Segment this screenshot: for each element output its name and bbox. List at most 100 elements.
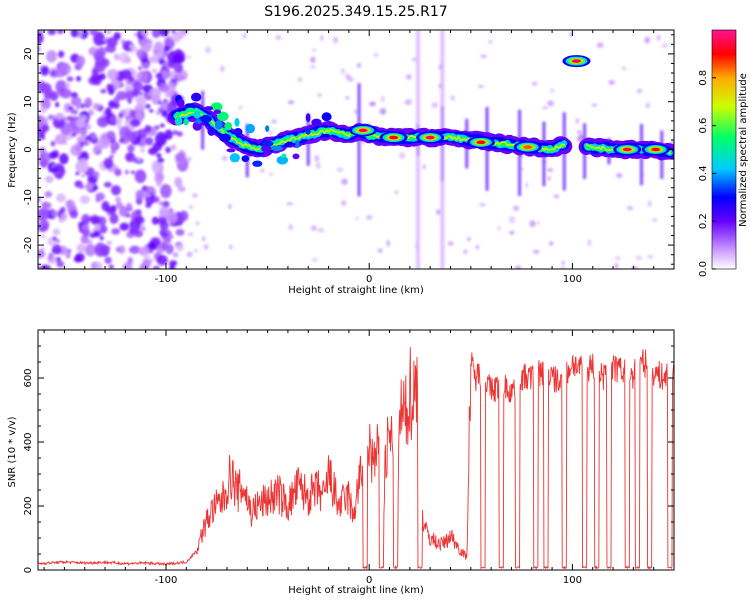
spectrogram-ridge-blob [210, 102, 223, 112]
spectrogram-ridge-blob [214, 119, 223, 130]
spectrogram-faint-blob [185, 55, 192, 59]
spectrogram-faint-blob [186, 251, 193, 258]
spectrogram-noise-blob [145, 137, 154, 146]
spectrogram-noise-blob [165, 39, 175, 47]
spectrogram-faint-blob [536, 221, 541, 225]
spectrogram-noise-blob [156, 174, 163, 179]
spectrogram-faint-blob [195, 221, 200, 225]
spectrogram-noise-blob [156, 153, 162, 158]
spectrogram-noise-blob [168, 61, 175, 69]
spectrogram-noise [38, 30, 674, 269]
spectrogram-faint-blob [287, 100, 295, 105]
spectrogram-faint-blob [512, 205, 520, 212]
spectrogram-ridge-blob [305, 113, 311, 123]
spectrogram-noise-blob [65, 252, 71, 259]
spectrogram-ridge-blob [193, 110, 201, 119]
snr-series-line [38, 347, 674, 570]
spectrogram-noise-blob [57, 30, 64, 35]
spectrogram-noise-blob [52, 228, 61, 236]
spectrogram-noise-blob [57, 50, 65, 58]
spectrogram-noise-blob [38, 45, 41, 53]
spectrogram-faint-blob [497, 225, 501, 231]
spectrogram-ridge-blob [270, 145, 283, 151]
spectrogram-noise-blob [47, 255, 54, 261]
spectrogram-noise-blob [126, 202, 133, 210]
spectrogram-noise-blob [72, 109, 79, 115]
spectrogram-noise-blob [158, 30, 170, 37]
spectrogram-noise-blob [133, 230, 144, 238]
spectrogram-noise-blob [171, 30, 176, 34]
spectrogram-ridge-blob [213, 109, 222, 114]
spectrogram-faint-blob [373, 52, 379, 57]
spectrogram-noise-blob [114, 168, 122, 177]
spectrogram-faint-blob [480, 54, 487, 59]
spectrogram-noise-blob [70, 96, 82, 107]
spectrogram-noise-blob [152, 266, 160, 269]
spectrogram-noise-blob [120, 69, 133, 80]
spectrogram-noise-blob [47, 114, 56, 121]
hot-spot-layer [622, 147, 632, 152]
spectrogram-noise-blob [66, 115, 74, 122]
spectrogram-ridge-blob [195, 118, 202, 124]
spectrogram-noise-blob [110, 185, 121, 196]
spectrogram-faint-blob [422, 164, 426, 170]
spectrogram-hot-spot [416, 131, 445, 144]
spectrogram-noise-blob [90, 133, 98, 140]
spectrogram-y-tick-label: -10 [23, 189, 34, 205]
spectrogram-noise-blob [118, 205, 128, 217]
spectrogram-noise-blob [109, 116, 116, 123]
spectrogram-heatmap [38, 30, 674, 269]
spectrogram-noise-blob [158, 201, 164, 206]
spectrogram-noise-blob [147, 241, 157, 250]
spectrogram-ridge-blob [305, 127, 311, 135]
spectrogram-noise-blob [172, 130, 179, 135]
spectrogram-noise-blob [71, 132, 77, 137]
spectrogram-faint-blob [192, 193, 198, 199]
spectrogram-noise-blob [114, 81, 121, 87]
spectrogram-faint-blob [386, 239, 390, 247]
spectrogram-noise-blob [112, 143, 117, 148]
spectrogram-noise-blob [169, 235, 174, 239]
colorbar-gradient [711, 29, 737, 270]
spectrogram-faint-blob [450, 95, 456, 101]
spectrogram-faint-blob [341, 200, 347, 206]
spectrogram-noise-blob [79, 115, 88, 122]
spectrogram-noise-blob [75, 171, 80, 176]
spectrogram-noise-blob [81, 174, 86, 178]
spectrogram-noise-blob [116, 201, 123, 209]
spectrogram-noise-blob [38, 132, 44, 138]
hot-spot-layer [425, 135, 435, 140]
spectrogram-noise-blob [173, 54, 184, 63]
spectrogram-faint-blob [320, 34, 324, 42]
spectrogram-noise-blob [125, 129, 134, 137]
spectrogram-noise-blob [38, 222, 44, 229]
spectrogram-noise-blob [160, 184, 172, 199]
spectrogram-noise-blob [80, 103, 85, 109]
spectrogram-noise-blob [119, 126, 131, 140]
spectrogram-faint-blob [288, 224, 294, 231]
spectrogram-faint-blob [561, 260, 565, 266]
spectrogram-faint-blob [466, 236, 471, 242]
spectrogram-faint-blob [311, 257, 319, 262]
spectrogram-noise-blob [106, 83, 114, 91]
spectrogram-noise-blob [55, 79, 67, 94]
spectrogram-faint-blob [194, 248, 198, 253]
spectrogram-noise-blob [52, 243, 62, 254]
spectrogram-noise-blob [165, 146, 172, 154]
spectrogram-hot-spot [466, 136, 495, 149]
spectrogram-noise-blob [47, 89, 53, 93]
spectrogram-faint-blob [381, 95, 385, 103]
spectrogram-noise-blob [170, 33, 182, 42]
spectrogram-faint-blob [576, 130, 583, 134]
spectrogram-noise-blob [159, 123, 165, 128]
spectrogram-ridge-blob [265, 125, 270, 132]
spectrogram-noise-blob [127, 98, 132, 104]
spectrogram-noise-blob [115, 196, 121, 204]
spectrogram-noise-blob [104, 246, 111, 251]
spectrogram-hot-spot [641, 143, 670, 156]
spectrogram-noise-blob [69, 209, 79, 219]
spectrogram-faint-blob [371, 101, 376, 106]
spectrogram-noise-blob [163, 45, 171, 52]
spectrogram-faint-blob [314, 155, 320, 162]
spectrogram-faint-blob [553, 194, 560, 199]
